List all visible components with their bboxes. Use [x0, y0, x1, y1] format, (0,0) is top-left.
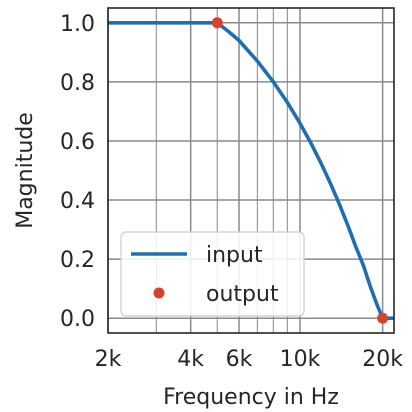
x-tick-label: 20k — [362, 347, 403, 372]
y-tick-label: 1.0 — [60, 12, 95, 37]
y-tick-label: 0.2 — [60, 248, 95, 273]
legend: input output — [120, 231, 305, 317]
data-point-output — [211, 17, 223, 29]
y-tick-labels: 0.0 0.2 0.4 0.6 0.8 1.0 — [60, 12, 95, 332]
plot-frame — [107, 7, 395, 334]
x-tick-label: 10k — [280, 347, 321, 372]
x-axis-label: Frequency in Hz — [163, 385, 339, 410]
x-tick-label: 4k — [177, 347, 204, 372]
x-tick-label: 6k — [226, 347, 253, 372]
x-tick-labels: 2k 4k 6k 10k 20k — [95, 347, 404, 372]
y-tick-label: 0.4 — [60, 189, 95, 214]
legend-point-swatch — [153, 287, 165, 299]
y-tick-label: 0.0 — [60, 307, 95, 332]
series-points — [211, 17, 389, 324]
y-tick-label: 0.8 — [60, 71, 95, 96]
y-tick-label: 0.6 — [60, 130, 95, 155]
legend-label-output: output — [206, 282, 279, 307]
x-tick-label: 2k — [95, 347, 122, 372]
legend-label-input: input — [206, 243, 263, 268]
y-axis-label: Magnitude — [13, 112, 38, 229]
data-point-output — [377, 312, 389, 324]
